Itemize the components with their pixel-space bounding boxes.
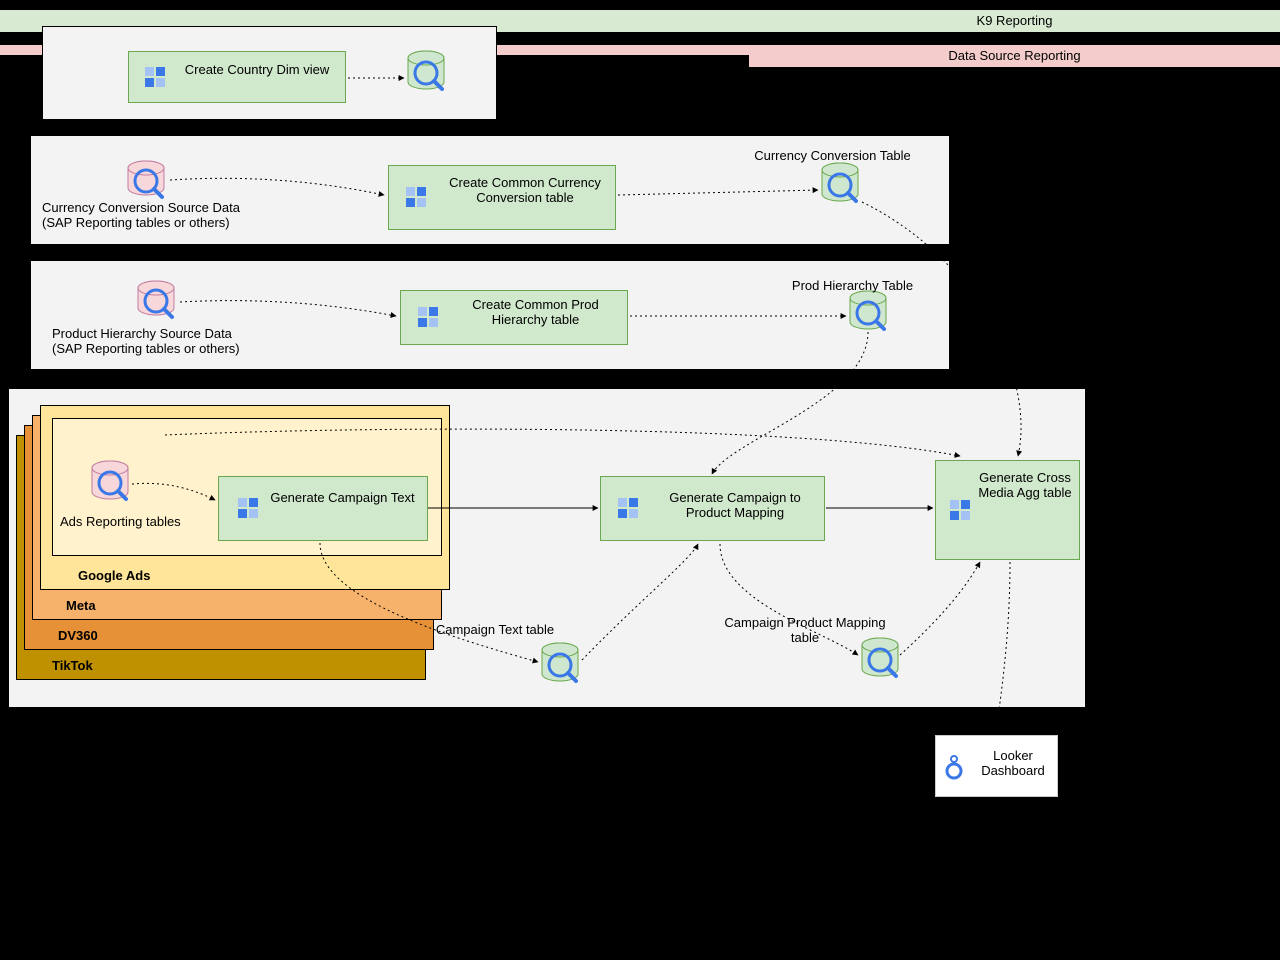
prod-src-label: Product Hierarchy Source Data (SAP Repor… xyxy=(52,326,332,356)
proc-camp-map-label: Generate Campaign to Product Mapping xyxy=(650,490,820,520)
looker-label: Looker Dashboard xyxy=(968,748,1058,778)
ads-meta-label: Meta xyxy=(66,598,96,613)
camp-map-tbl-label: Campaign Product Mapping table xyxy=(720,615,890,645)
ads-dv360-label: DV360 xyxy=(58,628,98,643)
legend-ds-label: Data Source Reporting xyxy=(749,48,1280,63)
currency-tbl-label: Currency Conversion Table xyxy=(720,148,945,163)
prod-tbl-label: Prod Hierarchy Table xyxy=(740,278,965,293)
proc-country-dim xyxy=(128,51,346,103)
camp-text-tbl-label: Campaign Text table xyxy=(430,622,560,637)
ads-google-label: Google Ads xyxy=(78,568,150,583)
proc-prod-label: Create Common Prod Hierarchy table xyxy=(448,297,623,327)
ads-tiktok-label: TikTok xyxy=(52,658,93,673)
proc-camp-text-label: Generate Campaign Text xyxy=(260,490,425,505)
proc-cross-label: Generate Cross Media Agg table xyxy=(975,470,1075,500)
proc-country-dim-label: Create Country Dim view xyxy=(172,62,342,77)
currency-src-label: Currency Conversion Source Data (SAP Rep… xyxy=(42,200,322,230)
proc-currency-label: Create Common Currency Conversion table xyxy=(440,175,610,205)
ads-reporting-label: Ads Reporting tables xyxy=(60,514,200,529)
proc-camp-text xyxy=(218,476,428,541)
legend-k9-label: K9 Reporting xyxy=(749,13,1280,28)
